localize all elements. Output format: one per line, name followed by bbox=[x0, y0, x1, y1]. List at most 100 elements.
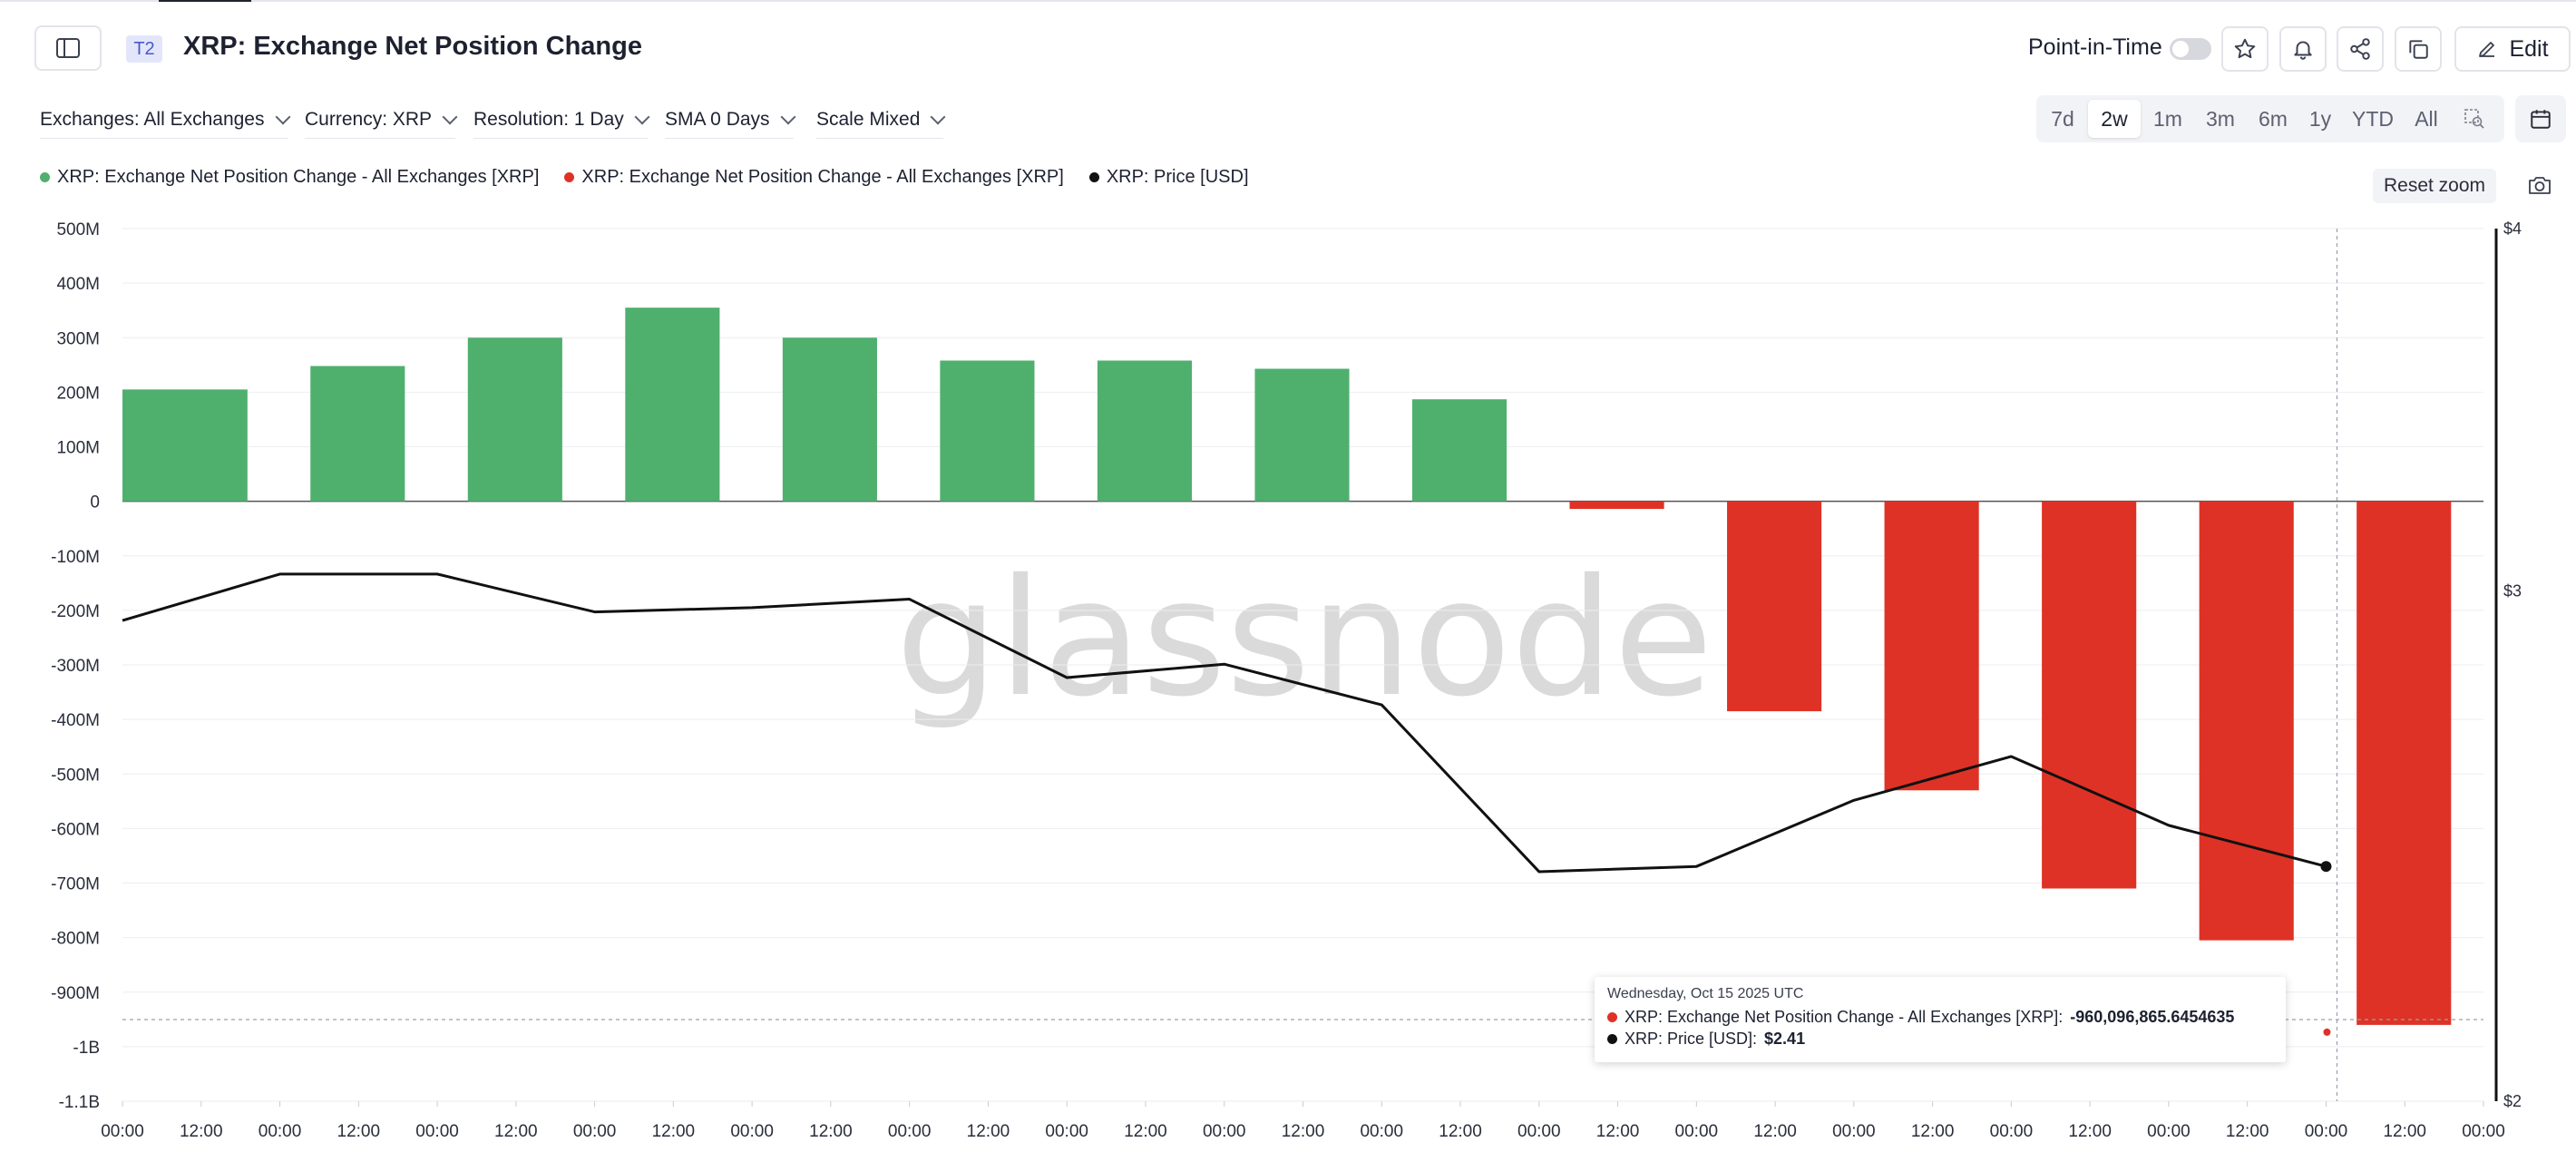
tooltip-price-value: $2.41 bbox=[1764, 1030, 1806, 1048]
x-tick-label: 00:00 bbox=[730, 1122, 774, 1141]
share-icon bbox=[2350, 38, 2370, 60]
point-in-time-label: Point-in-Time bbox=[2028, 34, 2162, 60]
y-tick-label: -1B bbox=[73, 1039, 100, 1058]
price-line bbox=[122, 572, 2327, 874]
x-tick-label: 12:00 bbox=[1124, 1122, 1167, 1141]
reset-zoom-button[interactable]: Reset zoom bbox=[2373, 169, 2496, 203]
bell-icon bbox=[2294, 41, 2312, 60]
tooltip-net-row: XRP: Exchange Net Position Change - All … bbox=[1607, 1008, 2273, 1027]
scale-filter-label: Scale Mixed bbox=[816, 109, 921, 130]
x-tick-label: 12:00 bbox=[1753, 1122, 1797, 1141]
sma-filter[interactable]: SMA 0 Days bbox=[665, 109, 796, 139]
bar-positive bbox=[1411, 399, 1508, 502]
range-2w[interactable]: 2w bbox=[2088, 100, 2141, 138]
x-tick-label: 00:00 bbox=[1517, 1122, 1561, 1141]
x-tick-label: 12:00 bbox=[1439, 1122, 1482, 1141]
scale-filter[interactable]: Scale Mixed bbox=[816, 109, 946, 139]
bar-positive bbox=[467, 337, 562, 502]
x-tick-label: 00:00 bbox=[1832, 1122, 1876, 1141]
chart-legend: XRP: Exchange Net Position Change - All … bbox=[40, 167, 1249, 188]
resolution-filter[interactable]: Resolution: 1 Day bbox=[473, 109, 650, 139]
black-dot-icon bbox=[1607, 1034, 1617, 1044]
y-tick-label: 300M bbox=[56, 329, 100, 348]
x-tick-label: 00:00 bbox=[1675, 1122, 1719, 1141]
range-ytd[interactable]: YTD bbox=[2352, 106, 2394, 131]
bar-positive bbox=[1254, 368, 1350, 502]
tier-badge: T2 bbox=[126, 35, 162, 63]
edit-button[interactable]: Edit bbox=[2454, 26, 2571, 72]
bar-hover-marker bbox=[2323, 1028, 2331, 1036]
copy-icon bbox=[2409, 40, 2428, 59]
legend-label: XRP: Price [USD] bbox=[1106, 167, 1249, 187]
bar-negative bbox=[2199, 501, 2294, 941]
x-tick-label: 00:00 bbox=[573, 1122, 617, 1141]
y-tick-label: -600M bbox=[51, 820, 100, 839]
currency-filter-label: Currency: XRP bbox=[305, 109, 433, 130]
bar-positive bbox=[782, 337, 877, 502]
y-tick-label: 500M bbox=[56, 220, 100, 239]
sidebar-toggle-button[interactable] bbox=[34, 25, 102, 71]
red-dot-icon bbox=[1607, 1012, 1617, 1022]
alert-button[interactable] bbox=[2279, 26, 2327, 72]
x-tick-label: 00:00 bbox=[415, 1122, 459, 1141]
legend-item-price[interactable]: XRP: Price [USD] bbox=[1088, 167, 1249, 188]
exchange-filter[interactable]: Exchanges: All Exchanges bbox=[40, 109, 290, 139]
y-tick-label: 400M bbox=[56, 275, 100, 294]
bar-negative bbox=[1884, 501, 1979, 791]
sidebar-icon bbox=[56, 38, 80, 58]
x-tick-label: 12:00 bbox=[180, 1122, 223, 1141]
legend-item-positive[interactable]: XRP: Exchange Net Position Change - All … bbox=[40, 167, 539, 188]
y-right-tick-label: $2 bbox=[2503, 1092, 2522, 1110]
zoom-select-button[interactable] bbox=[2451, 100, 2498, 138]
star-icon bbox=[2234, 38, 2256, 59]
x-tick-label: 00:00 bbox=[888, 1122, 932, 1141]
range-1y[interactable]: 1y bbox=[2308, 106, 2332, 131]
zoom-select-icon bbox=[2464, 109, 2484, 129]
x-tick-label: 12:00 bbox=[809, 1122, 853, 1141]
edit-label: Edit bbox=[2509, 35, 2549, 62]
bar-negative bbox=[1569, 501, 1664, 510]
favorite-button[interactable] bbox=[2221, 26, 2269, 72]
point-in-time-toggle[interactable] bbox=[2170, 38, 2211, 60]
bar-negative bbox=[2356, 501, 2452, 1025]
x-tick-label: 00:00 bbox=[1203, 1122, 1246, 1141]
x-tick-label: 12:00 bbox=[2226, 1122, 2269, 1141]
range-all[interactable]: All bbox=[2415, 106, 2438, 131]
y-tick-label: -200M bbox=[51, 602, 100, 621]
y-right-tick-label: $3 bbox=[2503, 581, 2522, 600]
x-tick-label: 12:00 bbox=[967, 1122, 1010, 1141]
x-tick-label: 12:00 bbox=[1911, 1122, 1955, 1141]
legend-item-negative[interactable]: XRP: Exchange Net Position Change - All … bbox=[564, 167, 1064, 188]
y-tick-label: -300M bbox=[51, 657, 100, 676]
x-tick-label: 12:00 bbox=[1596, 1122, 1640, 1141]
price-hover-marker bbox=[2320, 861, 2332, 873]
range-3m[interactable]: 3m bbox=[2206, 106, 2235, 131]
x-tick-label: 00:00 bbox=[1045, 1122, 1088, 1141]
tooltip-price-row: XRP: Price [USD]: $2.41 bbox=[1607, 1030, 2273, 1049]
y-tick-label: -800M bbox=[51, 930, 100, 949]
bar-positive bbox=[122, 389, 248, 502]
range-7d[interactable]: 7d bbox=[2051, 106, 2074, 131]
share-button[interactable] bbox=[2337, 26, 2384, 72]
bar-positive bbox=[1097, 360, 1193, 502]
calendar-icon bbox=[2531, 110, 2551, 129]
x-tick-label: 00:00 bbox=[1360, 1122, 1403, 1141]
x-tick-label: 00:00 bbox=[1990, 1122, 2034, 1141]
tooltip-date: Wednesday, Oct 15 2025 UTC bbox=[1607, 986, 1804, 1001]
range-1m[interactable]: 1m bbox=[2153, 106, 2182, 131]
screenshot-button[interactable] bbox=[2527, 174, 2552, 200]
bar-negative bbox=[1727, 501, 1822, 712]
black-dot-icon bbox=[1088, 172, 1099, 182]
copy-button[interactable] bbox=[2395, 26, 2442, 72]
calendar-button[interactable] bbox=[2515, 95, 2566, 142]
y-right-tick-label: $4 bbox=[2503, 220, 2522, 238]
x-tick-label: 12:00 bbox=[494, 1122, 538, 1141]
x-tick-label: 12:00 bbox=[1282, 1122, 1325, 1141]
legend-label: XRP: Exchange Net Position Change - All … bbox=[581, 167, 1064, 187]
y-tick-label: 100M bbox=[56, 439, 100, 458]
range-6m[interactable]: 6m bbox=[2259, 106, 2288, 131]
pencil-icon bbox=[2479, 42, 2495, 57]
currency-filter[interactable]: Currency: XRP bbox=[305, 109, 458, 139]
y-tick-label: -700M bbox=[51, 875, 100, 894]
